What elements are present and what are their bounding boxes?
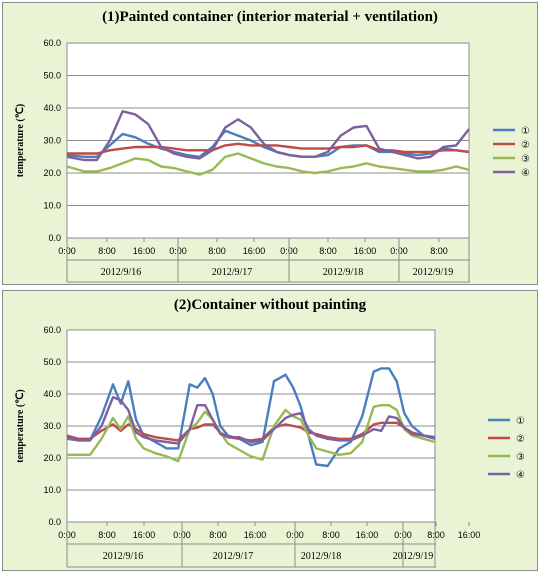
- legend-label-1-4: ④: [521, 168, 530, 179]
- y-tick-label-1-2: 20.0: [43, 168, 61, 178]
- chart-title-1: (1)Painted container (interior material …: [102, 9, 438, 25]
- y-tick-label-1-3: 30.0: [43, 136, 61, 146]
- y-tick-label-2-4: 40.0: [43, 389, 61, 399]
- x-tick-label-2-5: 16:00: [244, 530, 267, 540]
- y-tick-label-2-2: 20.0: [43, 453, 61, 463]
- x-tick-label-1-8: 16:00: [354, 246, 377, 256]
- date-label-2-3: 2012/9/19: [393, 551, 434, 562]
- legend-label-2-4: ④: [516, 470, 525, 481]
- y-tick-label-1-0: 0.0: [48, 233, 61, 243]
- y-tick-label-1-5: 50.0: [43, 71, 61, 81]
- series-line-1-3: [66, 152, 470, 176]
- series-line-2-1: [66, 367, 436, 468]
- legend-label-1-1: ①: [521, 126, 530, 137]
- chart-panel-2: (2)Container without painting 0.0 10.0 20.…: [2, 290, 538, 571]
- x-tick-label-1-4: 8:00: [208, 246, 226, 256]
- series-line-2-3: [67, 403, 436, 463]
- series-line-1-4: [66, 110, 470, 162]
- legend-label-1-3: ③: [521, 154, 530, 165]
- date-label-1-1: 2012/9/17: [212, 267, 253, 278]
- series-line-1-2: [67, 142, 470, 155]
- y-axis-label-2: temperature (℃): [15, 389, 26, 463]
- y-tick-label-1-4: 40.0: [43, 103, 61, 113]
- y-tick-label-1-1: 10.0: [43, 201, 61, 211]
- chart-title-2: (2)Container without painting: [173, 297, 367, 313]
- series-line-1-1: [66, 129, 470, 159]
- y-tick-label-2-0: 0.0: [48, 517, 61, 527]
- legend-label-2-1: ①: [516, 416, 525, 427]
- legend-label-2-2: ②: [516, 434, 525, 445]
- y-tick-label-2-3: 30.0: [43, 421, 61, 431]
- x-tick-label-1-10: 8:00: [430, 246, 448, 256]
- series-line-2-4: [66, 395, 436, 445]
- y-axis-label-1: temperature (℃): [15, 104, 26, 178]
- x-tick-label-1-5: 16:00: [243, 246, 266, 256]
- y-tick-label-2-5: 50.0: [43, 357, 61, 367]
- x-tick-label-1-7: 8:00: [319, 246, 337, 256]
- x-tick-label-2-7: 8:00: [322, 530, 340, 540]
- chart-panel-1: (1)Painted container (interior material …: [2, 2, 538, 285]
- y-tick-label-2-6: 60.0: [43, 325, 61, 335]
- chart-2-svg: 0.0 10.0 20.0 30.0 40.0 50.0 60.0 temperature (…: [15, 325, 525, 568]
- x-tick-label-2-2: 16:00: [133, 530, 156, 540]
- date-label-2-1: 2012/9/17: [213, 551, 254, 562]
- x-tick-label-2-10: 8:00: [427, 530, 445, 540]
- date-label-2-0: 2012/9/16: [103, 551, 144, 562]
- legend-label-2-3: ③: [516, 452, 525, 463]
- chart-1-svg: 0.0 10.0 20.0 30.0 40.0 50.0 60.0 temperature (…: [15, 38, 530, 283]
- x-tick-label-2-11: 16:00: [458, 530, 481, 540]
- date-label-2-2: 2012/9/18: [301, 551, 342, 562]
- y-tick-label-1-6: 60.0: [43, 38, 61, 48]
- date-label-1-3: 2012/9/19: [413, 267, 454, 278]
- x-tick-label-2-1: 8:00: [98, 530, 116, 540]
- date-label-1-0: 2012/9/16: [101, 267, 142, 278]
- y-tick-label-2-1: 10.0: [43, 485, 61, 495]
- x-tick-label-2-4: 8:00: [209, 530, 227, 540]
- legend-label-1-2: ②: [521, 140, 530, 151]
- x-tick-label-1-1: 8:00: [98, 246, 116, 256]
- x-tick-label-1-2: 16:00: [133, 246, 156, 256]
- date-label-1-2: 2012/9/18: [323, 267, 364, 278]
- x-tick-label-2-8: 16:00: [356, 530, 379, 540]
